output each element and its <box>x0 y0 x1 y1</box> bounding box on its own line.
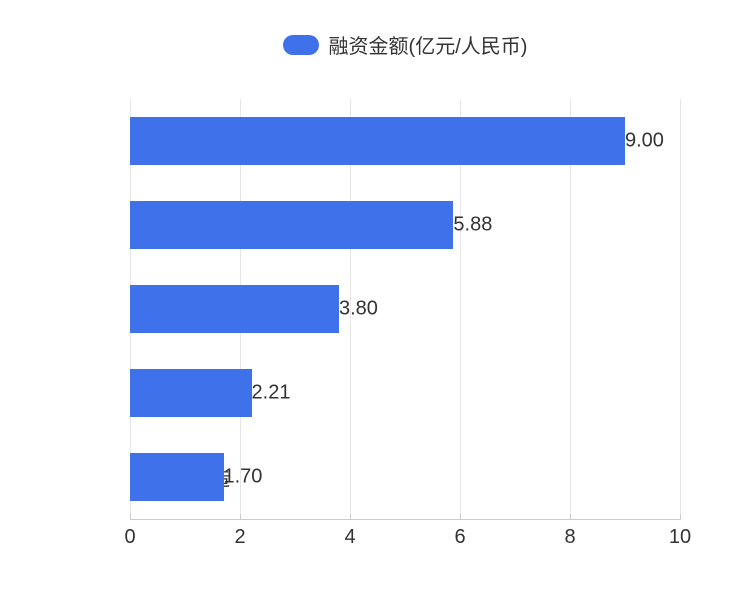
bar-row: 3.80 <box>130 267 680 351</box>
plot-area: 生活服务企业服务人工智能VR/AR智能制造 9.005.883.802.211.… <box>130 99 680 519</box>
bar: 1.70 <box>130 453 224 501</box>
bar-row: 5.88 <box>130 183 680 267</box>
x-axis-label: 2 <box>234 526 245 549</box>
bar-row: 9.00 <box>130 99 680 183</box>
bar-value-label: 3.80 <box>339 298 378 321</box>
x-axis-label: 0 <box>124 526 135 549</box>
chart-container: 融资金额(亿元/人民币) 生活服务企业服务人工智能VR/AR智能制造 9.005… <box>0 0 750 600</box>
bar-row: 1.70 <box>130 435 680 519</box>
gridline <box>680 99 681 519</box>
legend: 融资金额(亿元/人民币) <box>20 30 710 59</box>
bar: 5.88 <box>130 201 453 249</box>
x-axis-label: 6 <box>454 526 465 549</box>
bar-value-label: 2.21 <box>252 382 291 405</box>
x-axis-label: 10 <box>669 526 691 549</box>
x-axis-tick <box>680 514 681 520</box>
bar: 3.80 <box>130 285 339 333</box>
x-axis-label: 8 <box>564 526 575 549</box>
bar-value-label: 9.00 <box>625 130 664 153</box>
legend-label: 融资金额(亿元/人民币) <box>329 30 528 59</box>
x-axis: 0246810 <box>130 519 680 559</box>
bar-row: 2.21 <box>130 351 680 435</box>
bar-value-label: 1.70 <box>224 466 263 489</box>
legend-swatch <box>283 35 319 55</box>
bar: 2.21 <box>130 369 252 417</box>
bars-wrapper: 9.00 5.88 3.80 2.21 1.70 <box>130 99 680 519</box>
x-axis-label: 4 <box>344 526 355 549</box>
bar-value-label: 5.88 <box>453 214 492 237</box>
bar: 9.00 <box>130 117 625 165</box>
